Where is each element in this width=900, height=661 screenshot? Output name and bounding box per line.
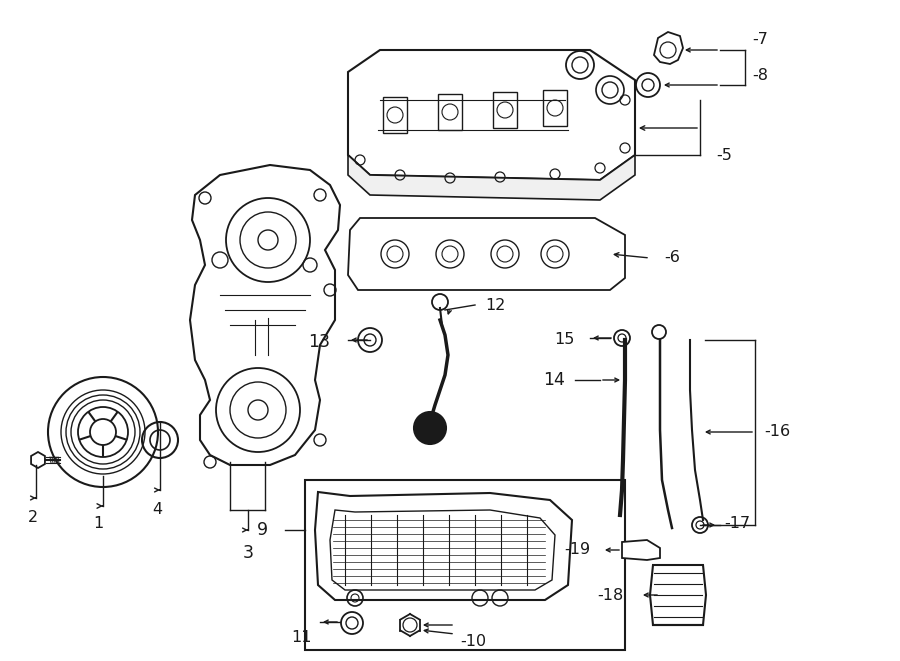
Text: 2: 2	[28, 510, 38, 525]
Bar	[305, 480, 625, 650]
Text: 3: 3	[242, 544, 254, 562]
Polygon shape	[190, 165, 340, 465]
Text: -5: -5	[716, 147, 732, 163]
Text: 9: 9	[256, 521, 268, 539]
Circle shape	[414, 412, 446, 444]
Polygon shape	[348, 50, 635, 180]
Text: -19: -19	[564, 543, 590, 557]
Text: -8: -8	[752, 67, 768, 83]
Text: 11: 11	[292, 630, 312, 645]
Text: 13: 13	[308, 333, 330, 351]
Polygon shape	[622, 540, 660, 560]
Text: 4: 4	[152, 502, 162, 517]
Text: 15: 15	[554, 332, 575, 348]
Text: -17: -17	[724, 516, 750, 531]
Text: -7: -7	[752, 32, 768, 48]
Text: -16: -16	[764, 424, 790, 440]
Text: 14: 14	[543, 371, 565, 389]
Polygon shape	[650, 565, 706, 625]
Text: -10: -10	[460, 634, 486, 649]
Polygon shape	[654, 32, 683, 64]
Text: -6: -6	[664, 251, 680, 266]
Polygon shape	[348, 218, 625, 290]
Polygon shape	[315, 492, 572, 600]
Polygon shape	[348, 155, 635, 200]
Text: 1: 1	[93, 516, 104, 531]
Text: -18: -18	[598, 588, 624, 602]
Text: 12: 12	[485, 297, 506, 313]
